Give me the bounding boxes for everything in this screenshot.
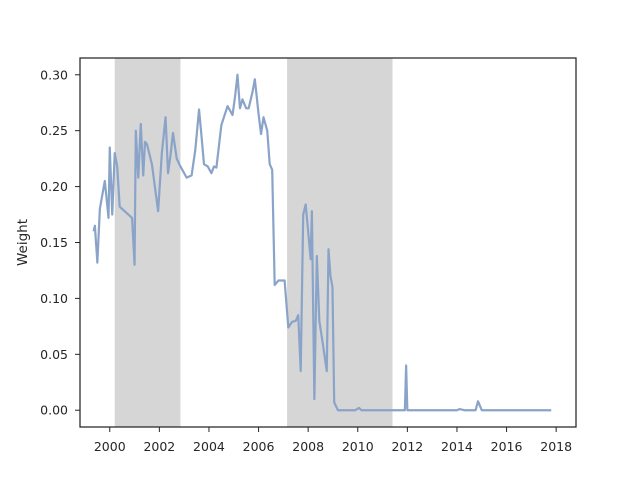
x-tick-label: 2004 [193,439,225,454]
shaded-region-2 [287,58,393,427]
y-axis-ticks: 0.00 0.05 0.10 0.15 0.20 0.25 0.30 [40,67,80,418]
series-lines [92,73,552,412]
shaded-region-1 [114,58,181,427]
x-tick-label: 2016 [491,439,523,454]
y-tick-label: 0.00 [40,403,68,418]
x-tick-label: 2006 [243,439,275,454]
x-tick-label: 2014 [441,439,473,454]
x-axis-ticks: 2000 2002 2004 2006 2008 2010 2012 2014 2016 2018 [94,427,572,454]
y-tick-label: 0.30 [40,67,68,82]
y-tick-label: 0.25 [40,123,68,138]
y-tick-label: 0.20 [40,179,68,194]
x-tick-label: 2008 [292,439,324,454]
x-tick-label: 2000 [94,439,126,454]
y-tick-label: 0.05 [40,347,68,362]
series-line-1 [92,73,552,412]
x-tick-label: 2018 [540,439,572,454]
y-tick-label: 0.10 [40,291,68,306]
x-tick-label: 2002 [143,439,175,454]
x-tick-label: 2010 [342,439,374,454]
shaded-periods [114,58,393,427]
y-axis-label: Weight [15,219,31,266]
y-tick-label: 0.15 [40,235,68,250]
x-tick-label: 2012 [391,439,423,454]
